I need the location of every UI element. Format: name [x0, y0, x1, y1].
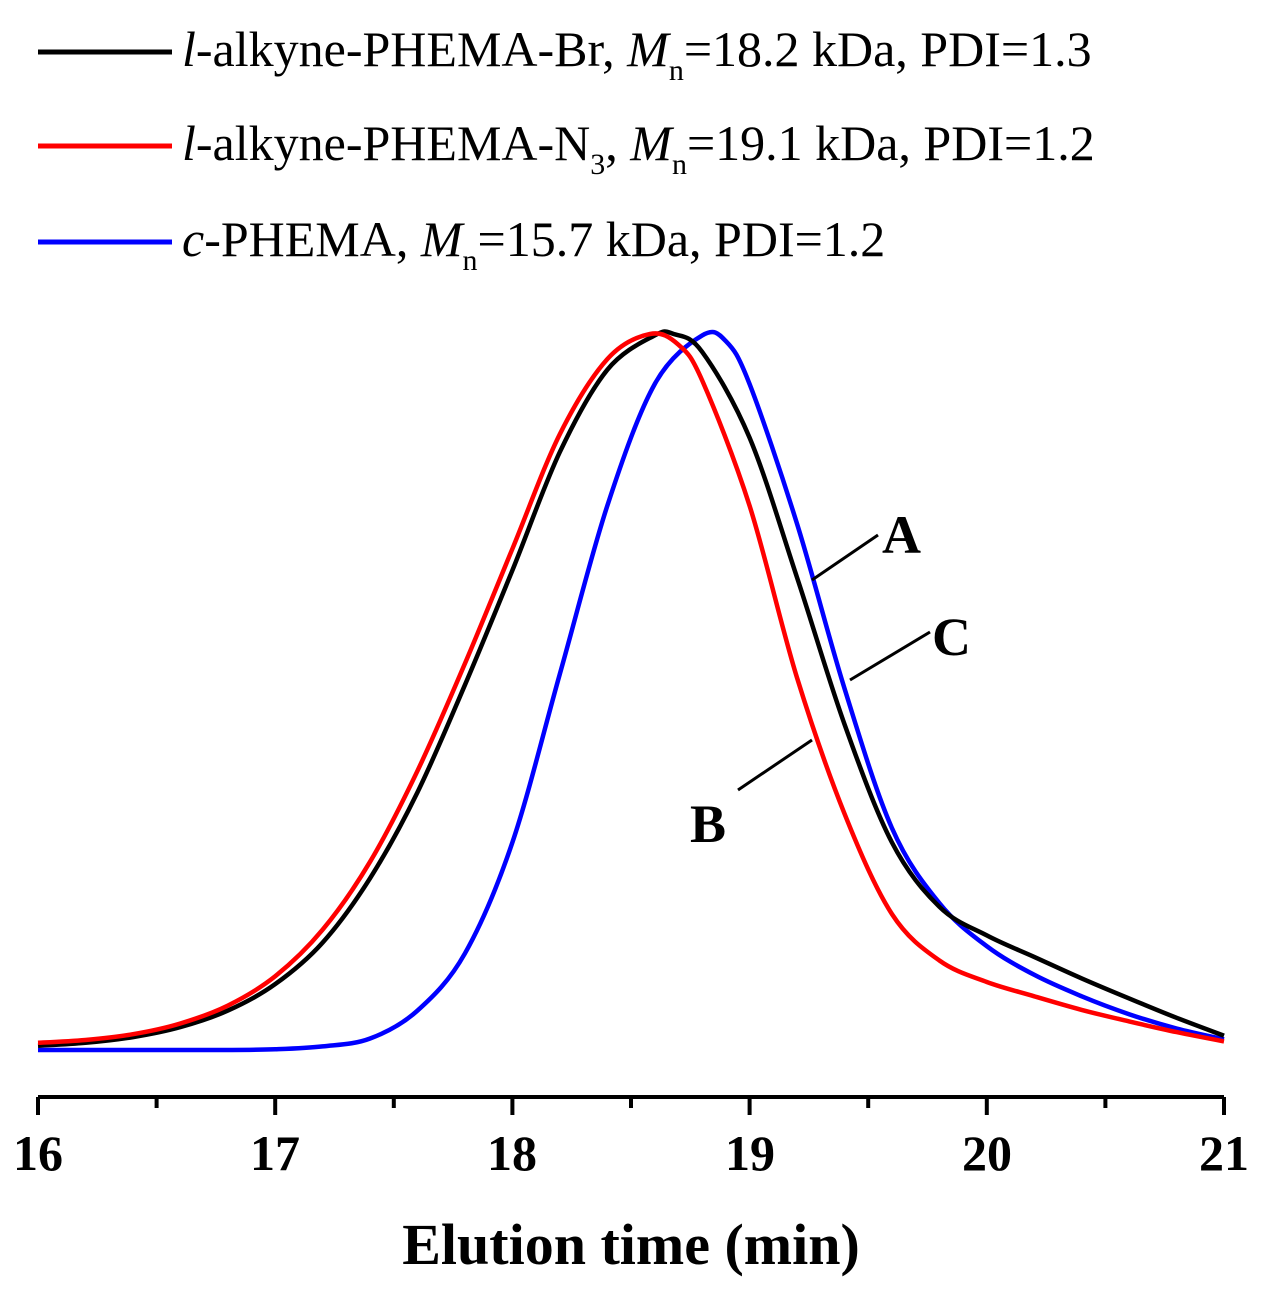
x-tick-label-16: 16 [13, 1125, 63, 1181]
annotation-leader-b [737, 738, 813, 792]
x-ticks [36, 1097, 1226, 1115]
legend-label-a: l-alkyne-PHEMA-Br, Mn=18.2 kDa, PDI=1.3 [182, 21, 1092, 87]
x-axis: 16 17 18 19 20 21 Elution time (min) [13, 1095, 1249, 1277]
annotation-label-c: C [932, 607, 971, 667]
legend-label-c: c-PHEMA, Mn=15.7 kDa, PDI=1.2 [182, 211, 885, 277]
legend-entry-b: l-alkyne-PHEMA-N3, Mn=19.1 kDa, PDI=1.2 [38, 115, 1095, 181]
annotation-label-a: A [882, 505, 921, 565]
x-tick-label-21: 21 [1199, 1125, 1249, 1181]
x-tick-label-20: 20 [962, 1125, 1012, 1181]
x-tick-labels: 16 17 18 19 20 21 [13, 1125, 1249, 1181]
x-tick-label-18: 18 [487, 1125, 537, 1181]
curve-annotations: A B C [690, 505, 971, 854]
legend-label-b: l-alkyne-PHEMA-N3, Mn=19.1 kDa, PDI=1.2 [182, 115, 1095, 181]
series-line-b [37, 331, 1225, 1046]
x-tick-label-17: 17 [250, 1125, 300, 1181]
x-tick-label-19: 19 [725, 1125, 775, 1181]
annotation-label-b: B [690, 794, 726, 854]
series-line-c [38, 329, 1225, 1053]
annotation-leader-c [849, 630, 931, 682]
x-axis-title: Elution time (min) [402, 1212, 860, 1277]
plot-area [37, 329, 1225, 1053]
legend-entry-c: c-PHEMA, Mn=15.7 kDa, PDI=1.2 [38, 211, 885, 277]
legend-entry-a: l-alkyne-PHEMA-Br, Mn=18.2 kDa, PDI=1.3 [38, 21, 1092, 87]
legend: l-alkyne-PHEMA-Br, Mn=18.2 kDa, PDI=1.3 … [38, 21, 1095, 277]
annotation-leader-a [811, 533, 879, 582]
